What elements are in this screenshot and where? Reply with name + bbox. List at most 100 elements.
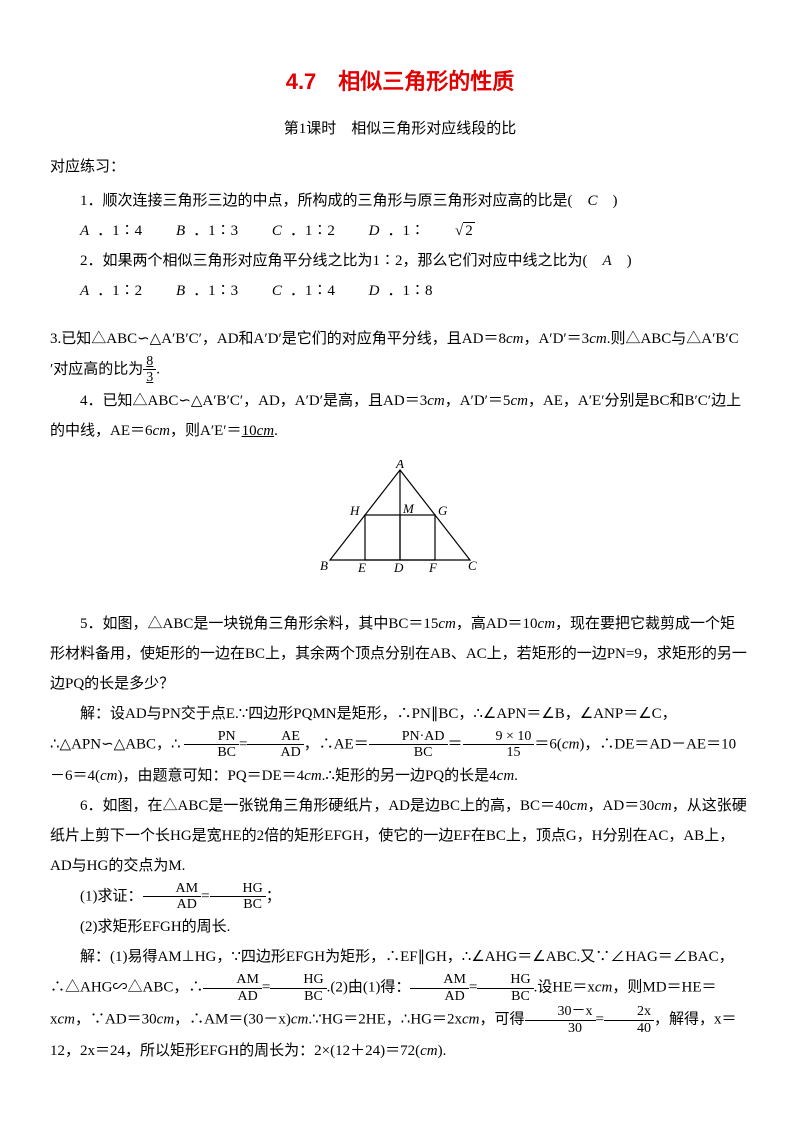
opt-b: B: [176, 223, 185, 239]
num: HG: [477, 972, 533, 987]
q5-solution: 解：设AD与PN交于点E.∵四边形PQMN是矩形，∴PN∥BC，∴∠APN＝∠B…: [50, 699, 750, 791]
s6b: .(2)由(1)得：: [327, 980, 411, 996]
lbl-C: C: [468, 558, 477, 573]
frac: 30－x30: [525, 1004, 596, 1036]
q3-t1: 3.已知△ABC∽△A′B′C′，AD和A′D′是它们的对应角平分线，且AD＝8: [50, 331, 506, 347]
q4-t5: .: [274, 423, 278, 439]
opt-d: D: [369, 223, 380, 239]
sqrt-2-icon: 2: [425, 216, 475, 246]
q2-text: 2．如果两个相似三角形对应角平分线之比为1∶2，那么它们对应中线之比为( A ): [50, 246, 750, 276]
den: BC: [369, 744, 448, 760]
eq: =: [239, 736, 247, 752]
opt-d: D: [369, 283, 380, 299]
unit-cm: cm: [570, 798, 588, 814]
frac: 2x40: [604, 1004, 654, 1036]
doc-title: 4.7 相似三角形的性质: [50, 60, 750, 104]
unit-cm: cm: [438, 616, 456, 632]
q1-tail: ): [598, 193, 618, 209]
num: 9 × 10: [463, 729, 535, 744]
num: AM: [203, 972, 262, 987]
doc-subtitle: 第1课时 相似三角形对应线段的比: [50, 114, 750, 144]
s5c: ＝: [448, 736, 463, 752]
num: PN·AD: [369, 729, 448, 744]
q3-t2: ，A′D′＝3: [523, 331, 589, 347]
num: AE: [247, 729, 303, 744]
num: AM: [410, 972, 469, 987]
opt-b: B: [176, 283, 185, 299]
q6-t1: 6．如图，在△ABC是一张锐角三角形硬纸片，AD是边BC上的高，BC＝40: [80, 798, 570, 814]
q2-answer: A: [603, 253, 612, 269]
q1-answer: C: [588, 193, 598, 209]
opt-c-text: ．1∶4: [290, 283, 335, 299]
opt-b-text: ．1∶3: [193, 283, 238, 299]
lbl-M: M: [402, 501, 415, 516]
q1-text: 1．顺次连接三角形三边的中点，所构成的三角形与原三角形对应高的比是( C ): [50, 186, 750, 216]
s5b: ，∴AE＝: [304, 736, 369, 752]
frac: 9 × 1015: [463, 729, 535, 761]
opt-b-text: ．1∶3: [193, 223, 238, 239]
s5f: )，由题意可知：PQ＝DE＝4: [118, 768, 305, 784]
s6e: ，∵AD＝30: [75, 1011, 157, 1027]
opt-a: A: [80, 223, 89, 239]
opt-a-text: ．1∶4: [97, 223, 142, 239]
lbl-B: B: [320, 558, 328, 573]
unit-cm: cm: [562, 736, 580, 752]
q2-tail: ): [612, 253, 632, 269]
radicand: 2: [463, 222, 475, 239]
eq: =: [596, 1011, 604, 1027]
eq: =: [469, 980, 477, 996]
den: BC: [270, 988, 326, 1004]
ans-val: 10: [242, 423, 257, 439]
unit-cm: cm: [510, 393, 528, 409]
lbl-G: G: [438, 503, 448, 518]
sol6-line: 解：(1)易得AM⊥HG，∵四边形EFGH为矩形，∴EF∥GH，∴∠AHG＝∠A…: [50, 942, 750, 1066]
q6-s1b: ；: [266, 888, 281, 904]
unit-cm: cm: [497, 768, 515, 784]
frac: HGBC: [477, 972, 533, 1004]
q6-s1a: (1)求证：: [80, 888, 143, 904]
s6j: ).: [438, 1043, 447, 1059]
q4-t2: ，A′D′＝5: [445, 393, 511, 409]
q6-text: 6．如图，在△ABC是一张锐角三角形硬纸片，AD是边BC上的高，BC＝40cm，…: [50, 791, 750, 881]
s5h: .: [514, 768, 518, 784]
q3-line2: ′对应高的比为83.: [50, 354, 750, 386]
den: 3: [143, 369, 156, 385]
unit-cm: cm: [589, 331, 607, 347]
unit-cm: cm: [100, 768, 118, 784]
s6c: .设HE＝x: [534, 980, 595, 996]
opt-d-text: ．1∶: [388, 223, 426, 239]
opt-c: C: [272, 283, 282, 299]
unit-cm: cm: [506, 331, 524, 347]
den: 30: [525, 1020, 596, 1036]
opt-c-text: ．1∶2: [290, 223, 335, 239]
num: 2x: [604, 1004, 654, 1019]
den: BC: [210, 896, 266, 912]
q1-options: A．1∶4 B．1∶3 C．1∶2 D．1∶2: [50, 216, 750, 246]
unit-cm: cm: [420, 1043, 438, 1059]
eq: =: [201, 888, 209, 904]
unit-cm: cm: [291, 1011, 309, 1027]
q4-t4: ，则A′E′＝: [170, 423, 242, 439]
num: 30－x: [525, 1004, 596, 1019]
lbl-D: D: [393, 560, 404, 575]
q5-text: 5．如图，△ABC是一块锐角三角形余料，其中BC＝15cm，高AD＝10cm，现…: [50, 609, 750, 699]
s5d: ＝6(: [534, 736, 562, 752]
frac: AMAD: [203, 972, 262, 1004]
frac: PNBC: [184, 729, 239, 761]
q3-t5: .: [156, 361, 160, 377]
den: AD: [203, 988, 262, 1004]
frac: HGBC: [210, 881, 266, 913]
q2-stem: 2．如果两个相似三角形对应角平分线之比为1∶2，那么它们对应中线之比为(: [80, 253, 603, 269]
lbl-F: F: [428, 560, 438, 575]
opt-d-text: ．1∶8: [388, 283, 433, 299]
num: HG: [210, 881, 266, 896]
frac: HGBC: [270, 972, 326, 1004]
sol5-line: 解：设AD与PN交于点E.∵四边形PQMN是矩形，∴PN∥BC，∴∠APN＝∠B…: [50, 699, 750, 791]
den: 15: [463, 744, 535, 760]
frac: AMAD: [410, 972, 469, 1004]
unit-cm: cm: [58, 1011, 76, 1027]
unit-cm: cm: [654, 798, 672, 814]
lbl-E: E: [357, 560, 366, 575]
unit-cm: cm: [257, 423, 275, 439]
opt-a-text: ．1∶2: [97, 283, 142, 299]
